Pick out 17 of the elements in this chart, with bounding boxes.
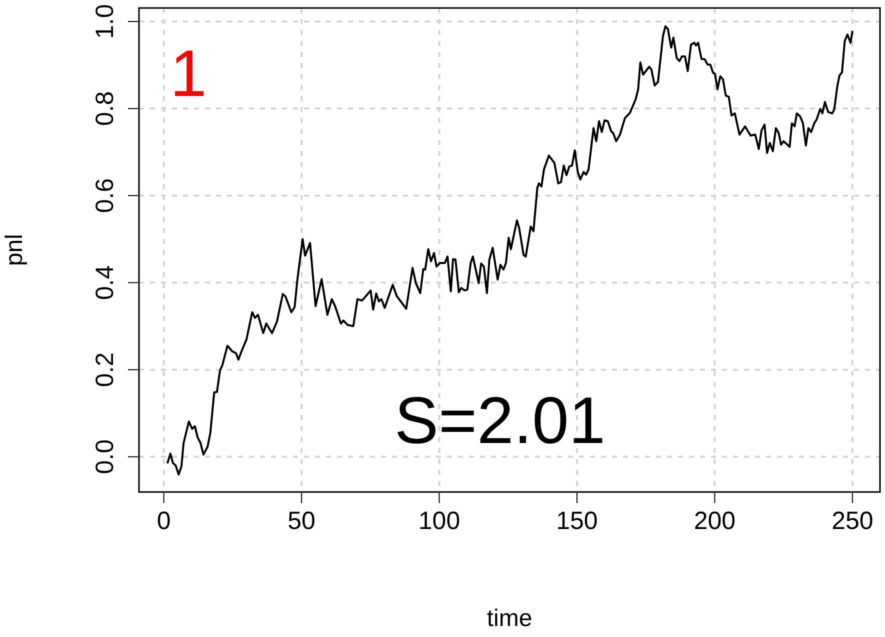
annotation: 1 [170, 36, 207, 110]
x-tick-label: 250 [832, 506, 874, 535]
x-tick-label: 0 [156, 506, 171, 535]
annotation: S=2.01 [394, 383, 606, 457]
x-tick-label: 200 [694, 506, 736, 535]
x-axis-title: time [486, 605, 532, 632]
y-tick-label: 0.0 [90, 439, 119, 474]
x-tick-label: 150 [556, 506, 598, 535]
line-series [166, 25, 854, 476]
y-tick-label: 0.4 [90, 265, 119, 300]
y-tick-label: 0.8 [90, 91, 119, 126]
y-axis-title: pnl [1, 234, 28, 266]
y-tick-label: 1.0 [90, 4, 119, 39]
y-tick-label: 0.6 [90, 178, 119, 213]
x-tick-label: 50 [288, 506, 316, 535]
x-tick-label: 100 [418, 506, 460, 535]
y-tick-label: 0.2 [90, 352, 119, 388]
